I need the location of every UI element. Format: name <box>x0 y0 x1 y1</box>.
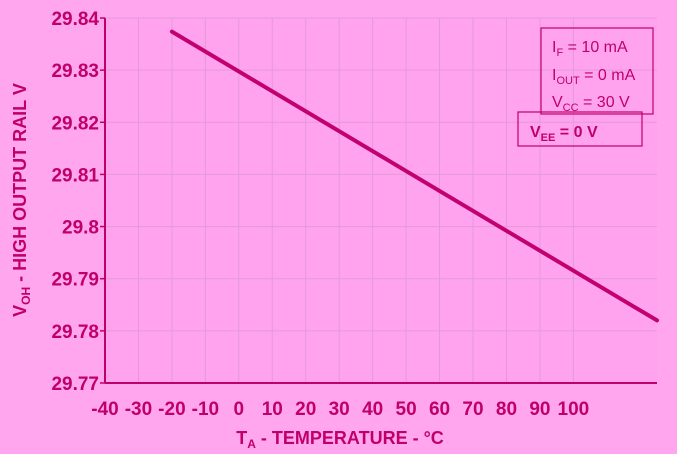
y-tick-label: 29.79 <box>51 270 99 291</box>
x-tick-label: 30 <box>329 399 350 420</box>
condition-vee: VEE = 0 V <box>530 124 598 144</box>
x-tick-label: 60 <box>429 399 450 420</box>
x-tick-label: -20 <box>158 399 185 420</box>
y-tick-label: 29.78 <box>51 322 99 343</box>
condition-iout: IOUT = 0 mA <box>552 67 636 87</box>
y-axis-title: VOH - HIGH OUTPUT RAIL V <box>10 83 33 317</box>
x-tick-label: -10 <box>192 399 219 420</box>
y-tick-label: 29.84 <box>51 9 99 30</box>
x-tick-label: 10 <box>262 399 283 420</box>
x-tick-label: 40 <box>362 399 383 420</box>
x-tick-label: -30 <box>125 399 152 420</box>
y-tick-label: 29.77 <box>51 374 99 395</box>
x-tick-label: 100 <box>558 399 590 420</box>
x-tick-label: -40 <box>91 399 118 420</box>
vee-box-border <box>517 111 643 147</box>
x-tick-label: 80 <box>496 399 517 420</box>
vee-box: VEE = 0 V <box>517 111 643 147</box>
condition-vcc: VCC = 30 V <box>552 94 630 114</box>
x-tick-label: 50 <box>396 399 417 420</box>
x-tick-label: 70 <box>462 399 483 420</box>
x-tick-label: 90 <box>529 399 550 420</box>
x-tick-labels: -40 -30 -20 -10 0 10 20 30 40 50 60 70 80 90 100 <box>91 399 589 420</box>
y-tick-label: 29.82 <box>51 113 99 134</box>
x-tick-label: 0 <box>234 399 245 420</box>
x-axis-title: TA - TEMPERATURE - °C <box>236 428 444 451</box>
series-group <box>169 29 659 323</box>
conditions-box-border <box>540 27 654 115</box>
x-tick-label: 20 <box>295 399 316 420</box>
y-tick-label: 29.83 <box>51 61 99 82</box>
y-tick-label: 29.81 <box>51 165 99 186</box>
series-line <box>169 29 659 323</box>
y-tick-labels: 29.84 29.83 29.82 29.81 29.8 29.79 29.78 29.77 <box>51 9 105 395</box>
plot-area <box>105 18 657 383</box>
grid-lines <box>104 17 657 384</box>
condition-if: IF = 10 mA <box>552 39 628 59</box>
y-tick-label: 29.8 <box>62 218 99 239</box>
conditions-box: IF = 10 mA IOUT = 0 mA VCC = 30 V <box>540 27 654 115</box>
